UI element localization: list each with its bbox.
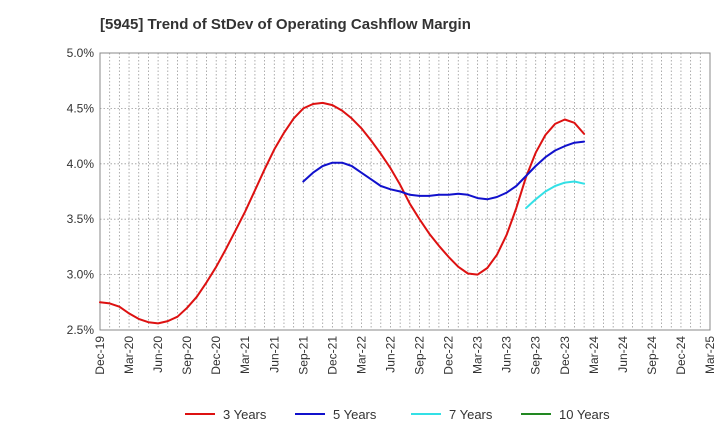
x-tick-label: Jun-22 <box>383 336 397 373</box>
x-tick-label: Dec-24 <box>674 336 688 375</box>
x-tick-label: Mar-24 <box>587 336 601 374</box>
x-tick-label: Jun-20 <box>151 336 165 373</box>
legend-label: 5 Years <box>333 407 377 422</box>
x-tick-label: Jun-23 <box>500 336 514 373</box>
x-tick-label: Mar-20 <box>122 336 136 374</box>
x-tick-label: Sep-24 <box>645 336 659 375</box>
x-tick-label: Sep-21 <box>296 336 310 375</box>
series-line-3-years <box>99 101 586 325</box>
y-tick-label: 4.5% <box>67 101 95 115</box>
series-line-5-years <box>302 140 586 201</box>
x-tick-label: Dec-19 <box>93 336 107 375</box>
x-tick-label: Sep-22 <box>413 336 427 375</box>
legend-label: 3 Years <box>223 407 267 422</box>
legend-label: 10 Years <box>559 407 610 422</box>
x-tick-label: Sep-20 <box>180 336 194 375</box>
x-tick-label: Dec-23 <box>558 336 572 375</box>
x-tick-label: Jun-21 <box>267 336 281 373</box>
x-tick-label: Dec-22 <box>442 336 456 375</box>
y-tick-label: 4.0% <box>67 157 95 171</box>
x-tick-label: Mar-23 <box>471 336 485 374</box>
x-tick-label: Dec-20 <box>209 336 223 375</box>
chart-title: [5945] Trend of StDev of Operating Cashf… <box>100 16 471 33</box>
x-tick-label: Dec-21 <box>325 336 339 375</box>
plot-area-border <box>99 52 711 331</box>
y-tick-label: 2.5% <box>67 323 95 337</box>
x-tick-label: Mar-21 <box>238 336 252 374</box>
x-tick-label: Jun-24 <box>616 336 630 373</box>
y-tick-label: 3.0% <box>67 268 95 282</box>
y-tick-label: 3.5% <box>67 212 95 226</box>
series-line-7-years <box>525 180 586 210</box>
x-tick-label: Mar-22 <box>354 336 368 374</box>
legend-label: 7 Years <box>449 407 493 422</box>
x-tick-label: Mar-25 <box>703 336 717 374</box>
x-tick-label: Sep-23 <box>529 336 543 375</box>
y-tick-label: 5.0% <box>67 46 95 60</box>
